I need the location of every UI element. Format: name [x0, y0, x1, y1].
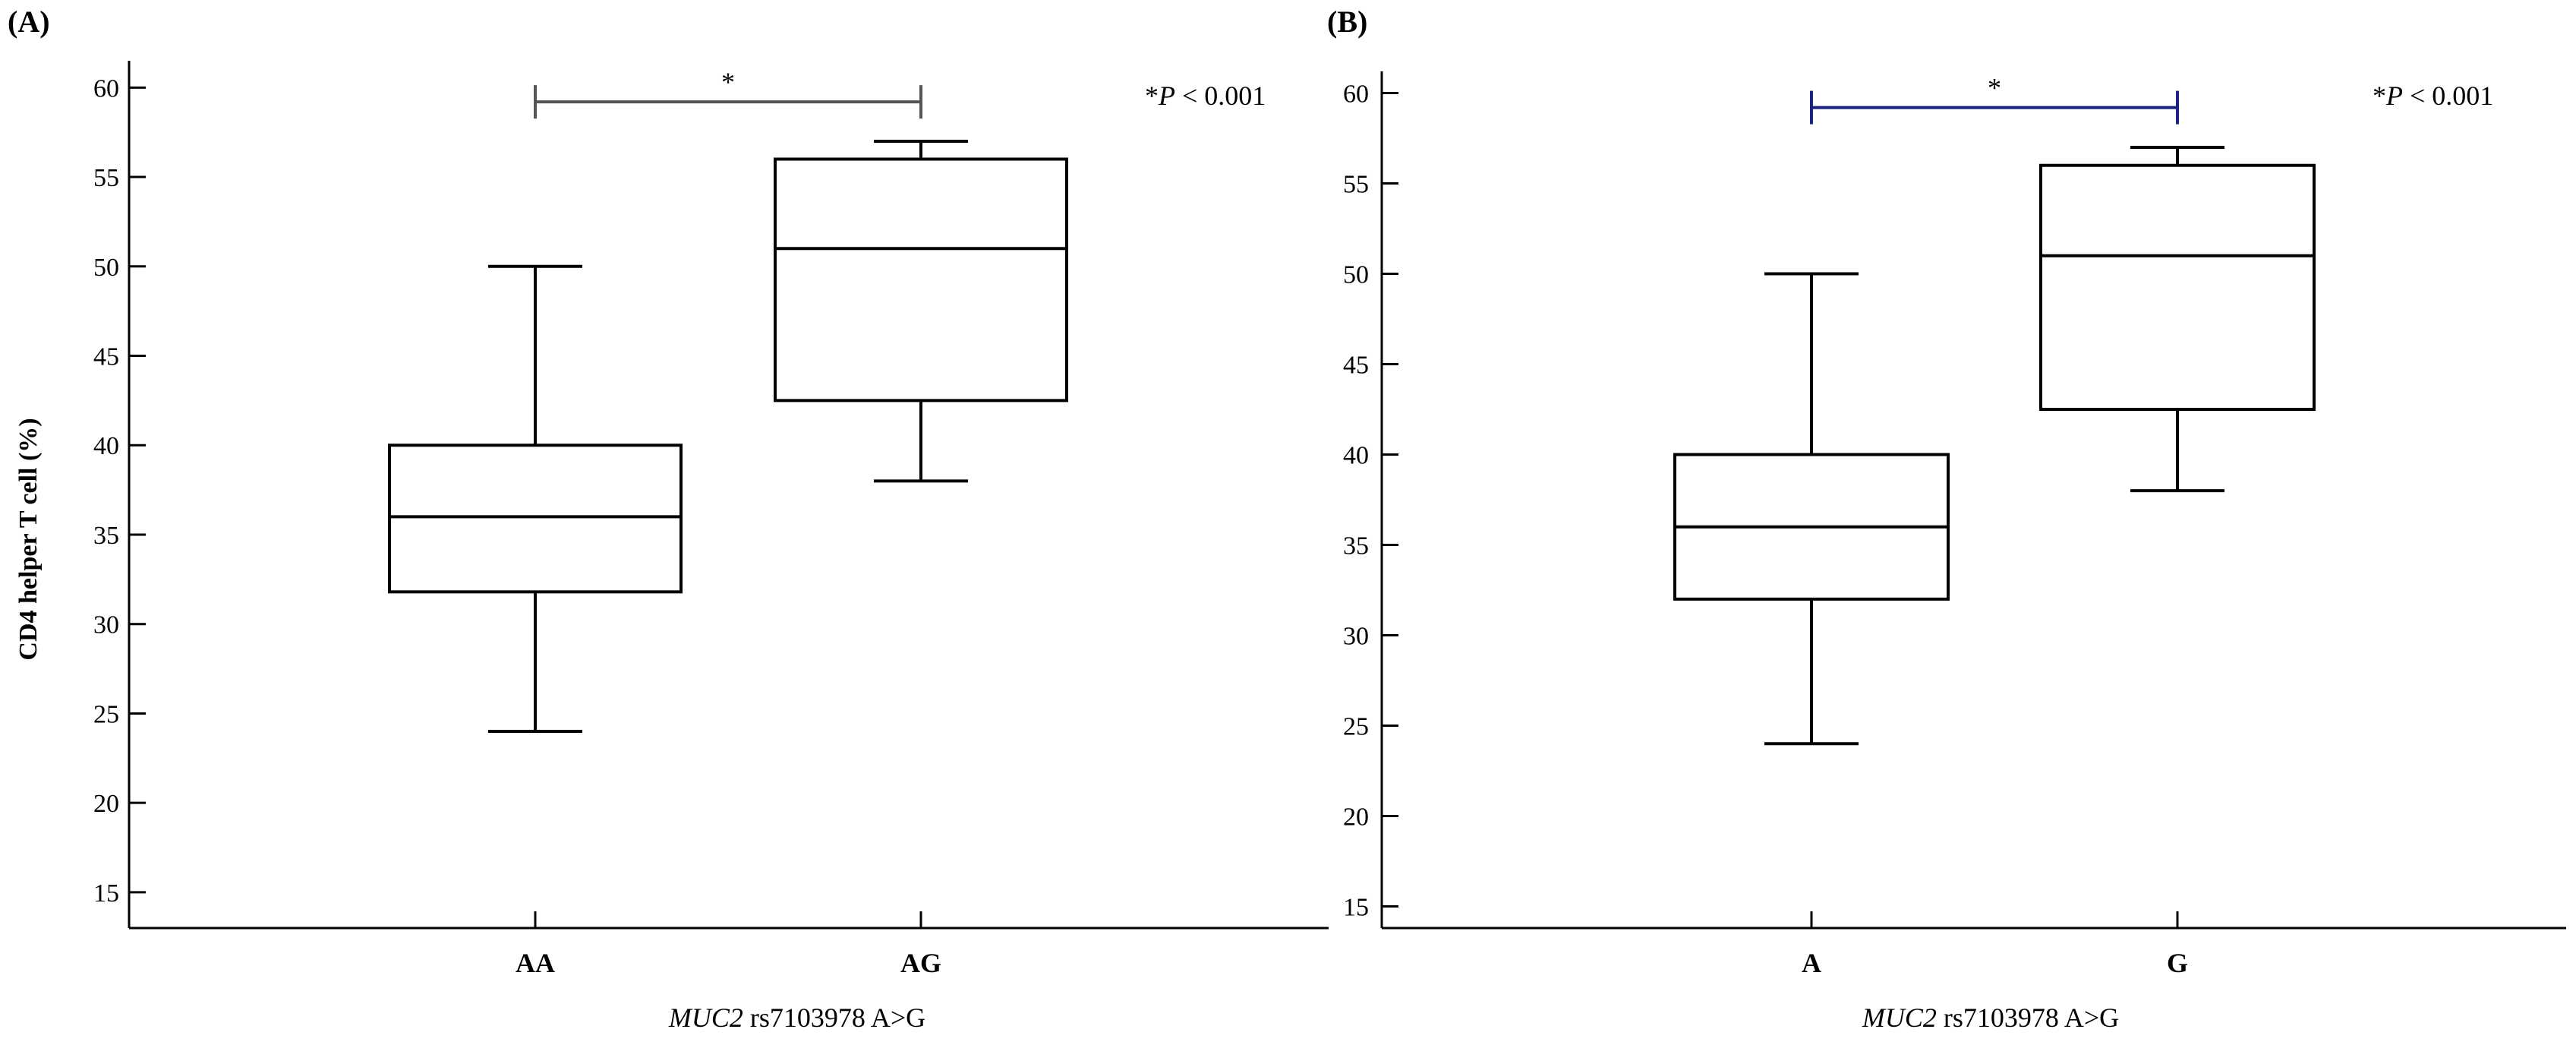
panel-label-a: (A): [8, 5, 50, 39]
significance-star: *: [1988, 73, 2001, 103]
iqr-box: [388, 444, 683, 594]
x-ticks-a: AA AG: [516, 911, 941, 978]
p-value-star-a: *: [1145, 81, 1159, 111]
y-tick-label: 15: [93, 879, 119, 908]
y-ticks-b: 15 20 25 30 35 40 45 50 55 60: [1343, 81, 1398, 921]
significance-star: *: [721, 67, 735, 97]
y-tick-label: 30: [1343, 622, 1369, 650]
y-tick-label: 20: [93, 790, 119, 818]
x-tick-label: G: [2167, 948, 2188, 978]
x-axis-label-gene-b: MUC2: [1862, 1002, 1937, 1033]
box-ag: [774, 139, 1068, 483]
p-value-annotation-a: *P < 0.001: [1145, 81, 1266, 111]
y-tick-label: 25: [1343, 712, 1369, 740]
x-axis-label-rest-a: rs7103978 A>G: [743, 1002, 925, 1033]
y-tick-label: 50: [1343, 261, 1369, 289]
y-ticks-a: 15 20 25 30 35 40 45 50 55 60: [93, 74, 146, 908]
y-tick-label: 15: [1343, 893, 1369, 921]
box-a: [1673, 272, 1950, 746]
p-value-symbol-b: P: [2385, 81, 2403, 111]
y-tick-label: 40: [93, 432, 119, 460]
x-tick-label: AG: [900, 948, 941, 978]
box-aa: [388, 264, 683, 733]
box-g: [2039, 145, 2316, 493]
significance-bracket-b: *: [1810, 73, 2179, 125]
y-tick-label: 40: [1343, 442, 1369, 470]
x-tick-label: AA: [516, 948, 555, 978]
p-value-annotation-b: *P < 0.001: [2373, 81, 2493, 111]
boxes-a: [388, 139, 1068, 733]
y-tick-label: 50: [93, 254, 119, 282]
y-tick-label: 30: [93, 611, 119, 639]
y-tick-label: 20: [1343, 803, 1369, 831]
y-tick-label: 55: [1343, 171, 1369, 199]
iqr-box: [2039, 163, 2316, 412]
iqr-box: [774, 157, 1068, 403]
boxes-b: [1673, 145, 2316, 746]
y-tick-label: 45: [93, 343, 119, 371]
x-axis-label-gene-a: MUC2: [668, 1002, 743, 1033]
x-tick-label: A: [1802, 948, 1821, 978]
p-value-symbol-a: P: [1158, 81, 1175, 111]
y-tick-label: 55: [93, 164, 119, 192]
p-value-text-b: < 0.001: [2403, 81, 2493, 111]
panel-a: (A) CD4 helper T cell (%) 15 20 25 30 35 40 45…: [8, 5, 1329, 1033]
x-axis-label-rest-b: rs7103978 A>G: [1937, 1002, 2119, 1033]
significance-bracket-a: *: [534, 67, 922, 119]
y-axis-label-a: CD4 helper T cell (%): [14, 418, 43, 660]
y-tick-label: 60: [1343, 81, 1369, 109]
y-tick-label: 60: [93, 74, 119, 103]
p-value-text-a: < 0.001: [1175, 81, 1266, 111]
y-tick-label: 35: [1343, 532, 1369, 560]
panel-label-b: (B): [1327, 5, 1367, 39]
y-tick-label: 35: [93, 522, 119, 550]
p-value-star-b: *: [2373, 81, 2386, 111]
y-tick-label: 25: [93, 700, 119, 728]
x-axis-label-b: MUC2 rs7103978 A>G: [1862, 1002, 2119, 1033]
x-axis-label-a: MUC2 rs7103978 A>G: [668, 1002, 925, 1033]
y-tick-label: 45: [1343, 352, 1369, 380]
